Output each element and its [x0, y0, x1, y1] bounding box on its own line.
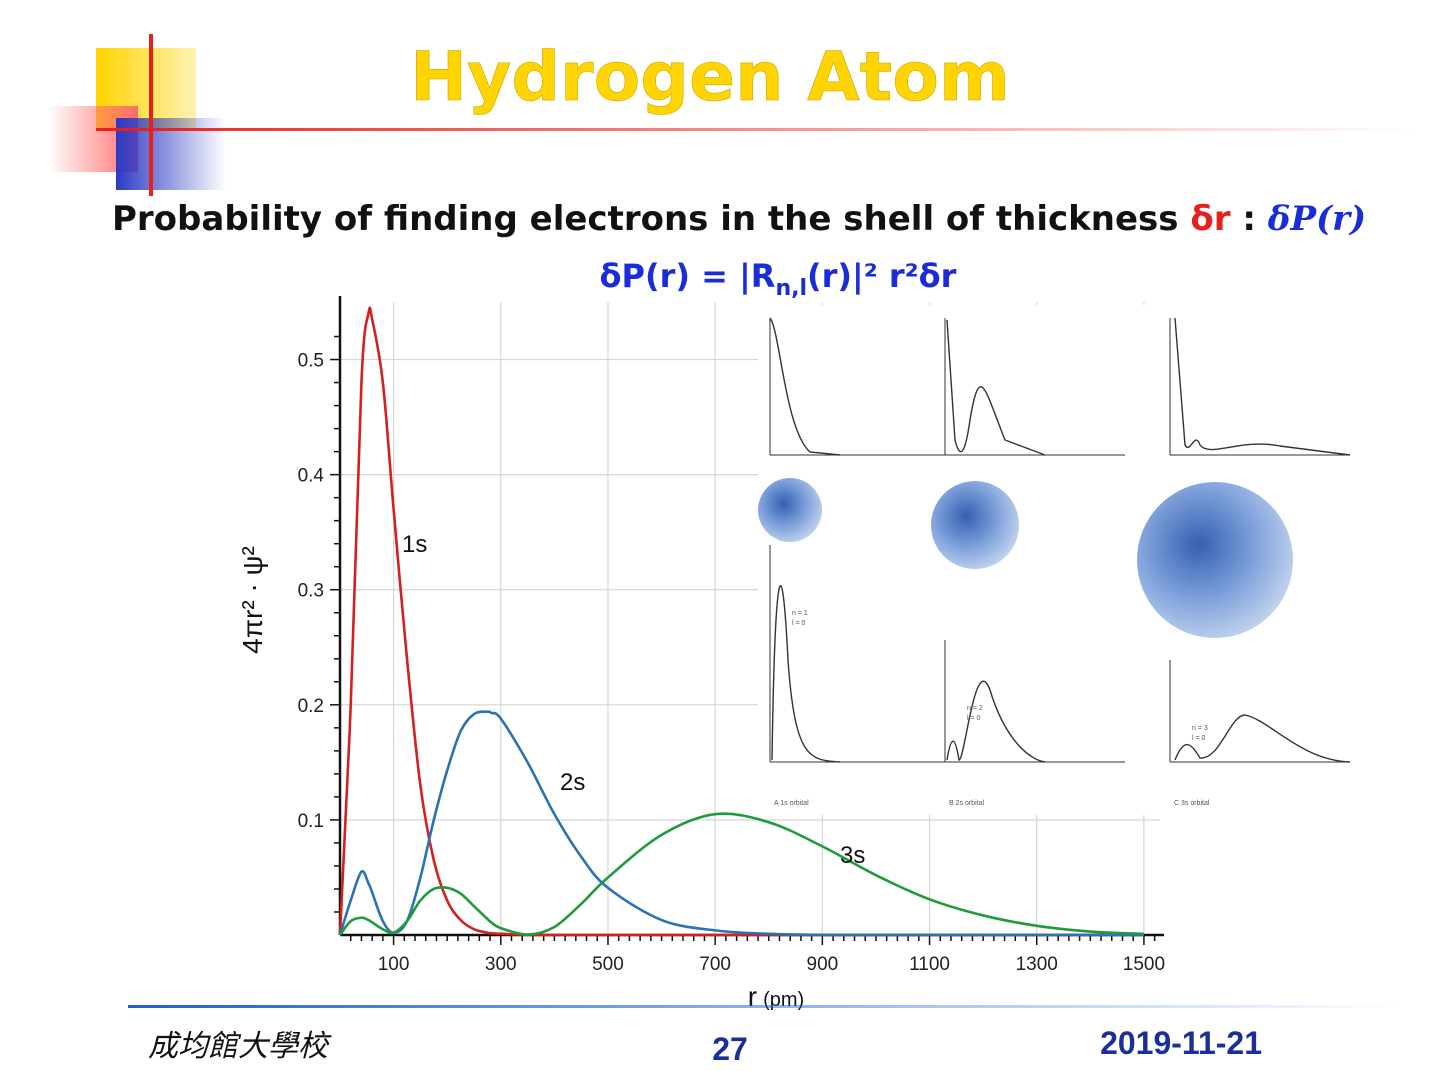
x-tick-label: 1300	[1016, 954, 1058, 975]
series-label-1s: 1s	[402, 531, 427, 558]
x-tick-label: 900	[807, 954, 839, 975]
subtitle: Probability of finding electrons in the …	[112, 199, 1366, 239]
footer-date: 2019-11-21	[1100, 1025, 1262, 1061]
x-tick-label: 1100	[909, 954, 950, 975]
inset-quantum-n: n = 2	[967, 705, 983, 712]
series-line-3s	[338, 812, 1144, 936]
textbook-inset-figure: n = 1 l = 0 A 1s orbital n = 2 l = 0 B 2s orb…	[758, 305, 1358, 815]
inset-panel-2: n = 2 l = 0 B 2s orbital	[931, 318, 1125, 807]
y-tick-label: 0.5	[298, 351, 324, 372]
y-tick-label: 0.4	[298, 466, 325, 487]
inset-top-curve	[769, 317, 841, 456]
x-tick-label: 300	[485, 954, 517, 975]
inset-top-curve	[946, 319, 1046, 456]
subtitle-prefix: Probability of finding electrons in the …	[112, 199, 1190, 239]
orbital-sphere	[1137, 482, 1293, 638]
chart-series	[338, 306, 1144, 937]
series-line-2s	[338, 710, 1144, 937]
y-tick-label: 0.3	[298, 581, 324, 602]
formula-part-b: (r)|² r²δr	[807, 257, 957, 296]
corner-decoration	[48, 34, 1416, 196]
radial-distribution-chart: n = 1 l = 0 A 1s orbital n = 2 l = 0 B 2s orb…	[237, 296, 1358, 1012]
x-tick-label: 500	[592, 954, 624, 975]
inset-quantum-n: n = 3	[1192, 725, 1208, 732]
x-tick-label: 1500	[1123, 954, 1165, 975]
inset-bottom-curve	[946, 680, 1046, 763]
footer-page-number: 27	[712, 1031, 748, 1067]
title-underline	[96, 128, 1416, 131]
y-tick-label: 0.2	[298, 696, 324, 717]
inset-bottom-curve	[771, 585, 841, 763]
x-tick-label: 700	[699, 954, 731, 975]
orbital-sphere	[931, 481, 1019, 569]
inset-quantum-l: l = 0	[967, 715, 981, 722]
formula-part-a: δP(r) = |R	[600, 257, 776, 296]
slide-title: Hydrogen Atom	[410, 38, 1010, 117]
series-label-3s: 3s	[840, 842, 865, 869]
inset-top-curve	[1174, 317, 1351, 456]
chart-labels: 100 300 500 700 900 1100 1300 1500 0.1 0.2 0.3 0.4 0…	[237, 351, 1165, 1012]
inset-bottom-curve	[1174, 714, 1351, 763]
inset-panel-caption: B 2s orbital	[949, 800, 984, 807]
inset-panel-caption: A 1s orbital	[774, 800, 809, 807]
inset-quantum-l: l = 0	[792, 620, 806, 627]
subtitle-symbol: δr	[1190, 199, 1230, 239]
formula: δP(r) = |Rn,l(r)|² r²δr	[600, 257, 957, 301]
footer-school-name: 成均館大學校	[148, 1029, 332, 1064]
y-axis-label: 4πr² · ψ²	[237, 546, 268, 654]
subtitle-math: δP(r)	[1267, 199, 1366, 239]
formula-subscript: n,l	[775, 276, 807, 301]
inset-panel-caption: C 3s orbital	[1174, 800, 1210, 807]
inset-quantum-l: l = 0	[1192, 735, 1206, 742]
series-label-2s: 2s	[560, 769, 585, 796]
inset-panel-3: n = 3 l = 0 C 3s orbital	[1137, 317, 1351, 807]
inset-panel-1: n = 1 l = 0 A 1s orbital	[758, 317, 950, 807]
x-tick-label: 100	[378, 954, 410, 975]
inset-quantum-n: n = 1	[792, 610, 808, 617]
footer-line	[128, 1005, 1398, 1008]
orbital-sphere	[758, 478, 822, 542]
subtitle-separator: :	[1242, 199, 1267, 239]
y-tick-label: 0.1	[298, 811, 324, 832]
